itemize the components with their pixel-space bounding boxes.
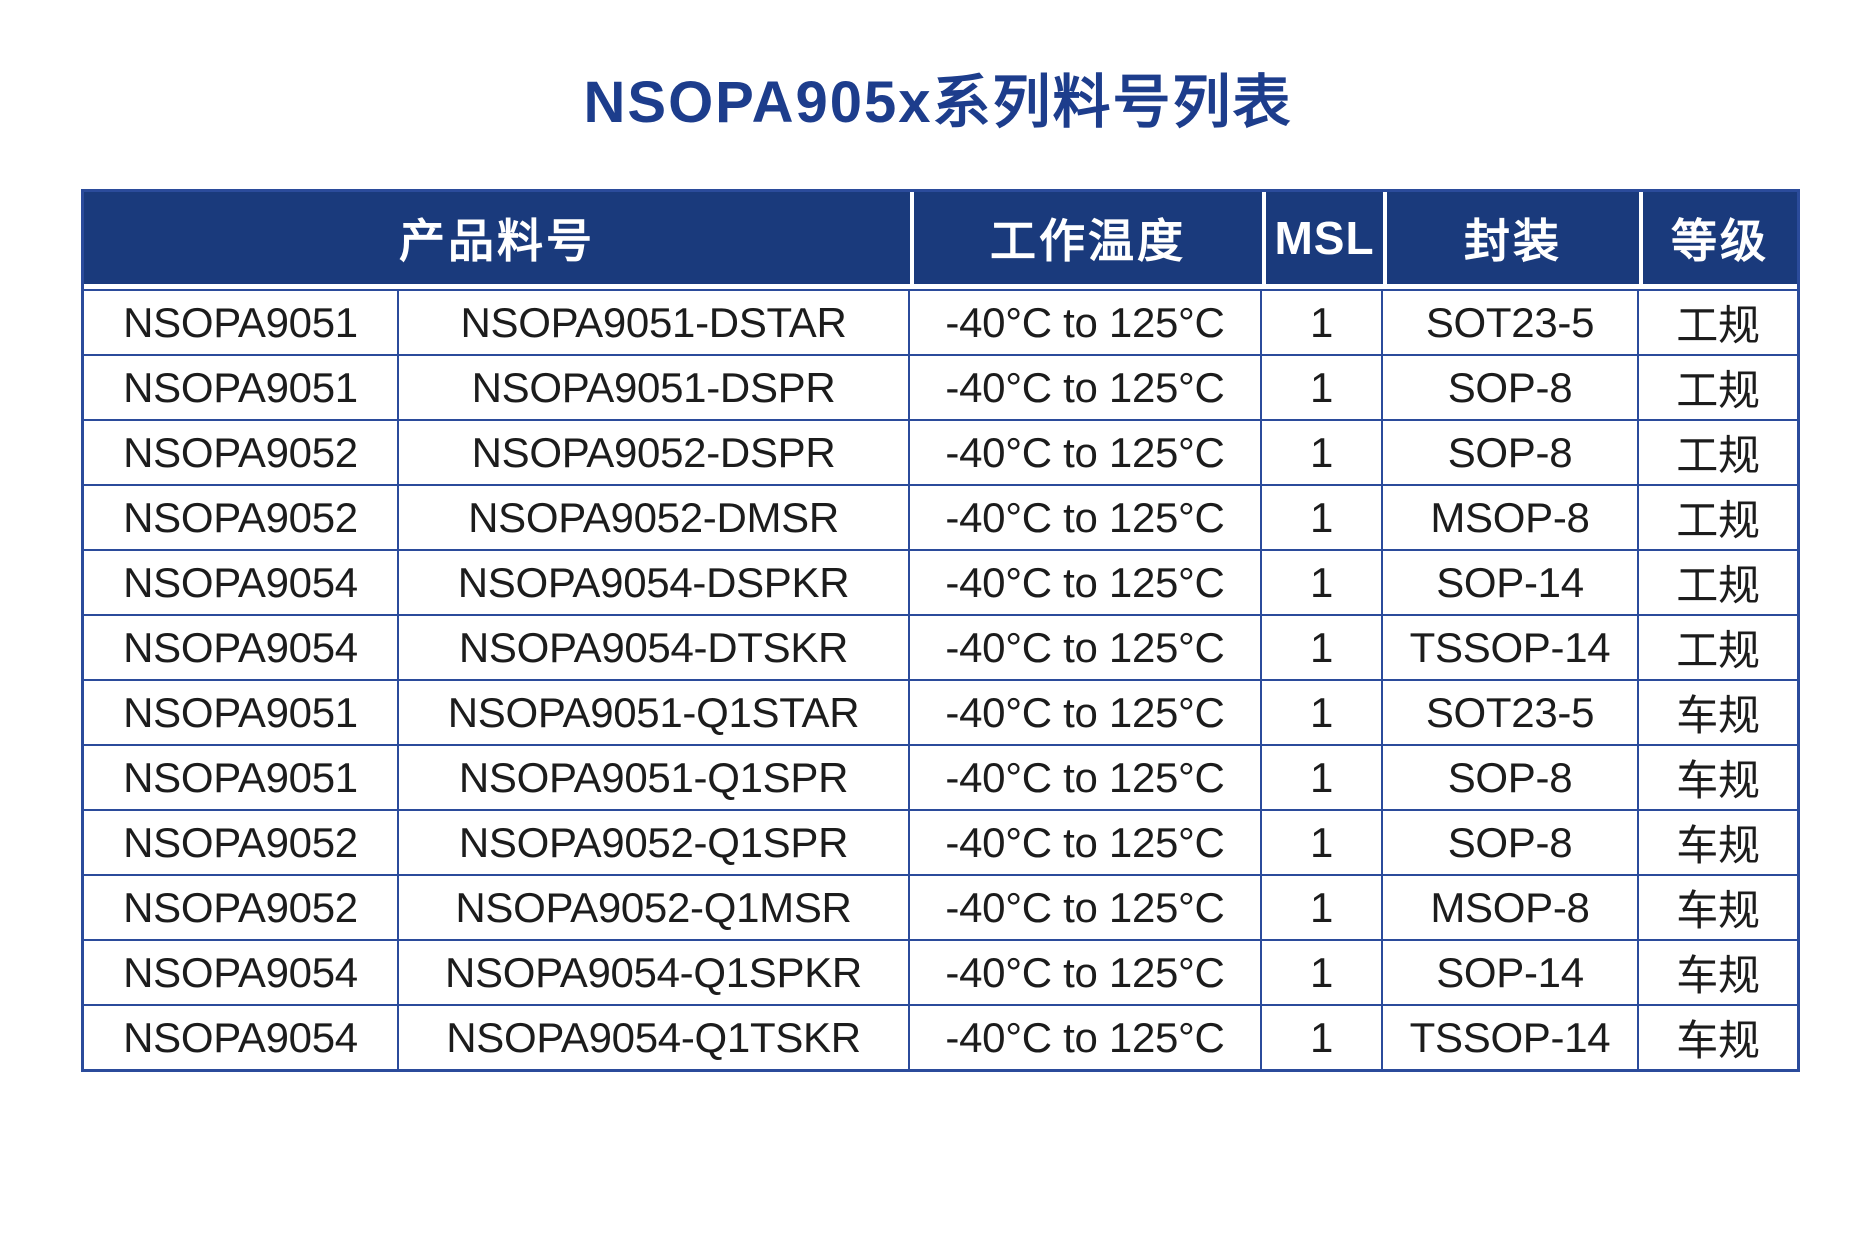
cell-msl: 1 (1262, 941, 1383, 1006)
cell-part-number: NSOPA9051-Q1SPR (399, 746, 910, 811)
cell-package: SOP-8 (1383, 356, 1639, 421)
cell-package: MSOP-8 (1383, 876, 1639, 941)
cell-package: SOP-8 (1383, 746, 1639, 811)
cell-package: TSSOP-14 (1383, 1006, 1639, 1069)
cell-grade: 车规 (1639, 1006, 1797, 1069)
header-msl: MSL (1262, 192, 1383, 289)
cell-series: NSOPA9051 (84, 289, 399, 356)
header-grade: 等级 (1639, 192, 1797, 289)
cell-series: NSOPA9052 (84, 486, 399, 551)
cell-part-number: NSOPA9054-DTSKR (399, 616, 910, 681)
cell-package: TSSOP-14 (1383, 616, 1639, 681)
cell-grade: 工规 (1639, 289, 1797, 356)
table-row: NSOPA9052 NSOPA9052-DSPR -40°C to 125°C 1 SO… (84, 421, 1797, 486)
cell-part-number: NSOPA9051-DSTAR (399, 289, 910, 356)
cell-temperature-range: -40°C to 125°C (910, 811, 1262, 876)
table-row: NSOPA9052 NSOPA9052-Q1SPR -40°C to 125°C 1 S… (84, 811, 1797, 876)
cell-part-number: NSOPA9051-Q1STAR (399, 681, 910, 746)
cell-series: NSOPA9051 (84, 681, 399, 746)
cell-msl: 1 (1262, 746, 1383, 811)
cell-msl: 1 (1262, 811, 1383, 876)
cell-package: SOP-14 (1383, 551, 1639, 616)
table-row: NSOPA9054 NSOPA9054-Q1TSKR -40°C to 125°C 1… (84, 1006, 1797, 1069)
cell-msl: 1 (1262, 551, 1383, 616)
cell-series: NSOPA9054 (84, 941, 399, 1006)
cell-grade: 工规 (1639, 551, 1797, 616)
cell-msl: 1 (1262, 486, 1383, 551)
table-row: NSOPA9051 NSOPA9051-DSPR -40°C to 125°C 1 SO… (84, 356, 1797, 421)
cell-part-number: NSOPA9052-Q1SPR (399, 811, 910, 876)
cell-part-number: NSOPA9054-DSPKR (399, 551, 910, 616)
cell-msl: 1 (1262, 289, 1383, 356)
cell-grade: 工规 (1639, 616, 1797, 681)
cell-part-number: NSOPA9052-DMSR (399, 486, 910, 551)
page: { "page": { "title": "NSOPA905x系列料号列表" }… (0, 74, 1876, 1260)
cell-package: MSOP-8 (1383, 486, 1639, 551)
cell-grade: 车规 (1639, 746, 1797, 811)
cell-part-number: NSOPA9051-DSPR (399, 356, 910, 421)
cell-grade: 车规 (1639, 811, 1797, 876)
table-row: NSOPA9054 NSOPA9054-Q1SPKR -40°C to 125°C 1… (84, 941, 1797, 1006)
cell-series: NSOPA9052 (84, 811, 399, 876)
cell-series: NSOPA9054 (84, 616, 399, 681)
cell-grade: 工规 (1639, 486, 1797, 551)
header-row: 产品料号 工作温度 MSL 封装 等级 (84, 192, 1797, 289)
cell-grade: 工规 (1639, 421, 1797, 486)
cell-part-number: NSOPA9052-Q1MSR (399, 876, 910, 941)
cell-series: NSOPA9051 (84, 746, 399, 811)
cell-msl: 1 (1262, 681, 1383, 746)
cell-grade: 车规 (1639, 876, 1797, 941)
cell-part-number: NSOPA9052-DSPR (399, 421, 910, 486)
cell-series: NSOPA9054 (84, 551, 399, 616)
header-package: 封装 (1383, 192, 1639, 289)
table-body: NSOPA9051 NSOPA9051-DSTAR -40°C to 125°C 1 S… (84, 289, 1797, 1069)
cell-temperature-range: -40°C to 125°C (910, 1006, 1262, 1069)
cell-temperature-range: -40°C to 125°C (910, 746, 1262, 811)
cell-grade: 工规 (1639, 356, 1797, 421)
cell-temperature-range: -40°C to 125°C (910, 616, 1262, 681)
header-product-part-number: 产品料号 (84, 192, 910, 289)
part-number-table-wrap: 产品料号 工作温度 MSL 封装 等级 NSOPA9051 NSOPA9051-D… (81, 189, 1800, 1072)
cell-grade: 车规 (1639, 681, 1797, 746)
cell-msl: 1 (1262, 356, 1383, 421)
cell-temperature-range: -40°C to 125°C (910, 356, 1262, 421)
cell-part-number: NSOPA9054-Q1TSKR (399, 1006, 910, 1069)
table-row: NSOPA9051 NSOPA9051-DSTAR -40°C to 125°C 1 S… (84, 289, 1797, 356)
table-row: NSOPA9054 NSOPA9054-DTSKR -40°C to 125°C 1 T… (84, 616, 1797, 681)
cell-series: NSOPA9054 (84, 1006, 399, 1069)
cell-msl: 1 (1262, 1006, 1383, 1069)
cell-series: NSOPA9051 (84, 356, 399, 421)
table-row: NSOPA9052 NSOPA9052-DMSR -40°C to 125°C 1 MS… (84, 486, 1797, 551)
part-number-table: 产品料号 工作温度 MSL 封装 等级 NSOPA9051 NSOPA9051-D… (84, 192, 1797, 1069)
table-row: NSOPA9054 NSOPA9054-DSPKR -40°C to 125°C 1 S… (84, 551, 1797, 616)
table-row: NSOPA9052 NSOPA9052-Q1MSR -40°C to 125°C 1 M… (84, 876, 1797, 941)
cell-msl: 1 (1262, 616, 1383, 681)
cell-temperature-range: -40°C to 125°C (910, 551, 1262, 616)
page-title: NSOPA905x系列料号列表 (583, 70, 1293, 135)
cell-temperature-range: -40°C to 125°C (910, 289, 1262, 356)
cell-package: SOT23-5 (1383, 289, 1639, 356)
cell-temperature-range: -40°C to 125°C (910, 486, 1262, 551)
cell-package: SOP-8 (1383, 811, 1639, 876)
table-row: NSOPA9051 NSOPA9051-Q1STAR -40°C to 125°C 1… (84, 681, 1797, 746)
header-operating-temperature: 工作温度 (910, 192, 1262, 289)
cell-part-number: NSOPA9054-Q1SPKR (399, 941, 910, 1006)
cell-package: SOP-8 (1383, 421, 1639, 486)
cell-temperature-range: -40°C to 125°C (910, 681, 1262, 746)
cell-temperature-range: -40°C to 125°C (910, 421, 1262, 486)
cell-temperature-range: -40°C to 125°C (910, 876, 1262, 941)
cell-msl: 1 (1262, 876, 1383, 941)
cell-series: NSOPA9052 (84, 421, 399, 486)
cell-grade: 车规 (1639, 941, 1797, 1006)
cell-package: SOT23-5 (1383, 681, 1639, 746)
cell-msl: 1 (1262, 421, 1383, 486)
cell-series: NSOPA9052 (84, 876, 399, 941)
table-header: 产品料号 工作温度 MSL 封装 等级 (84, 192, 1797, 289)
table-row: NSOPA9051 NSOPA9051-Q1SPR -40°C to 125°C 1 S… (84, 746, 1797, 811)
cell-package: SOP-14 (1383, 941, 1639, 1006)
cell-temperature-range: -40°C to 125°C (910, 941, 1262, 1006)
